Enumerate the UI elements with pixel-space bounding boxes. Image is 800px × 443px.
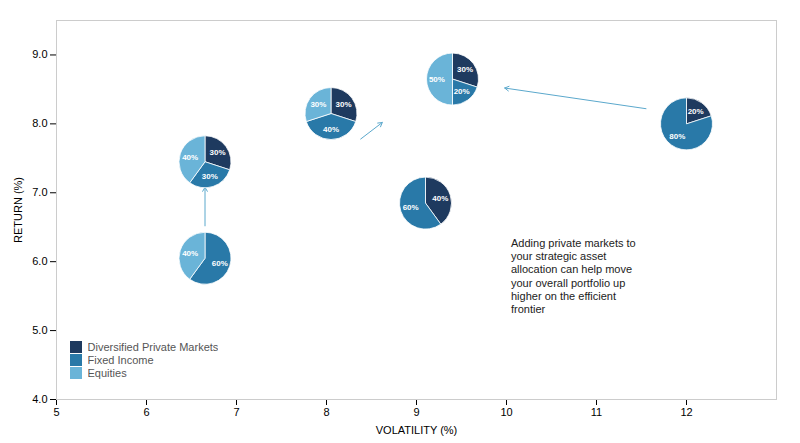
- svg-text:6: 6: [143, 406, 149, 418]
- svg-text:12: 12: [680, 406, 692, 418]
- svg-text:30%: 30%: [336, 100, 352, 109]
- svg-text:20%: 20%: [688, 107, 704, 116]
- svg-text:40%: 40%: [323, 125, 339, 134]
- svg-text:60%: 60%: [403, 203, 419, 212]
- svg-text:40%: 40%: [182, 249, 198, 258]
- svg-text:6.0: 6.0: [32, 255, 47, 267]
- svg-text:60%: 60%: [212, 259, 228, 268]
- svg-text:30%: 30%: [210, 148, 226, 157]
- svg-text:5.0: 5.0: [32, 324, 47, 336]
- html-text:Fixed Income: Fixed Income: [87, 353, 154, 366]
- svg-text:20%: 20%: [454, 87, 470, 96]
- svg-text:7: 7: [233, 406, 239, 418]
- svg-text:11: 11: [591, 406, 602, 418]
- svg-text:Adding private markets toyour: Adding private markets toyour strategic …: [511, 237, 636, 315]
- svg-text:30%: 30%: [310, 100, 326, 109]
- svg-text:4.0: 4.0: [32, 393, 47, 405]
- svg-text:7.0: 7.0: [32, 186, 47, 198]
- svg-text:RETURN (%): RETURN (%): [12, 177, 24, 243]
- html-text:Equities: Equities: [87, 366, 127, 379]
- svg-text:VOLATILITY (%): VOLATILITY (%): [376, 424, 458, 436]
- svg-text:8: 8: [323, 406, 329, 418]
- html-text:Diversified Private Markets: Diversified Private Markets: [87, 340, 219, 353]
- svg-text:10: 10: [500, 406, 512, 418]
- svg-text:80%: 80%: [669, 132, 685, 141]
- svg-text:9.0: 9.0: [32, 48, 47, 60]
- svg-text:50%: 50%: [429, 75, 445, 84]
- svg-text:40%: 40%: [432, 194, 448, 203]
- svg-text:40%: 40%: [182, 153, 198, 162]
- svg-text:8.0: 8.0: [32, 117, 47, 129]
- svg-text:30%: 30%: [457, 65, 473, 74]
- svg-text:5: 5: [53, 406, 59, 418]
- svg-text:30%: 30%: [202, 172, 218, 181]
- svg-text:9: 9: [413, 406, 419, 418]
